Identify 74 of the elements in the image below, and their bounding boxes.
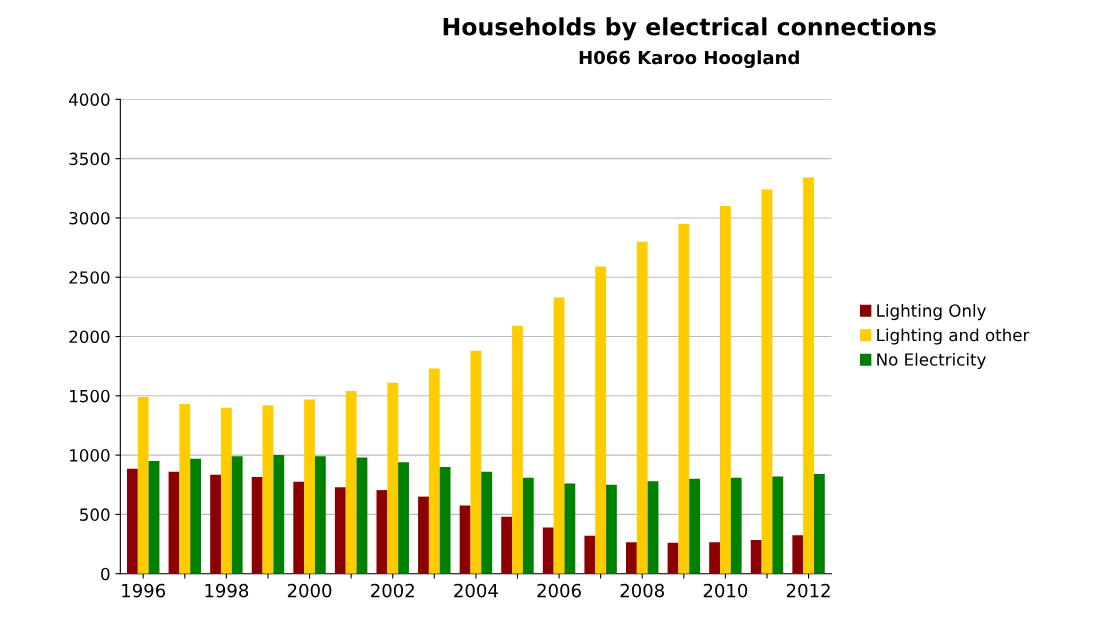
bar — [148, 461, 160, 574]
bar — [803, 177, 814, 574]
bar — [262, 405, 274, 574]
x-tick-label: 2002 — [371, 583, 414, 598]
legend-label: No Electricity — [877, 352, 986, 370]
x-tick-label: 2006 — [537, 583, 581, 598]
bar — [595, 266, 607, 574]
x-tick-label: 2000 — [287, 583, 332, 598]
bar — [606, 484, 617, 574]
bar — [273, 455, 285, 574]
chart-title: Households by electrical connections — [443, 17, 936, 41]
bar — [761, 189, 773, 574]
y-tick-label: 0 — [101, 567, 110, 581]
bar — [636, 241, 648, 574]
bar — [730, 477, 742, 574]
bar — [293, 481, 305, 574]
bar — [220, 407, 232, 574]
bar — [750, 539, 762, 574]
bar — [137, 397, 149, 574]
bar — [314, 456, 326, 574]
bar — [470, 350, 482, 574]
bar — [428, 368, 440, 574]
bar — [501, 516, 513, 574]
bar — [689, 478, 701, 574]
bar — [792, 535, 804, 574]
bar — [168, 471, 180, 574]
bar — [719, 206, 731, 574]
bar — [387, 382, 399, 574]
bar — [398, 462, 409, 574]
bar — [418, 496, 429, 574]
bar — [190, 458, 202, 574]
bar — [231, 456, 243, 574]
bar — [626, 542, 637, 574]
bar — [345, 391, 357, 574]
bar — [553, 297, 565, 574]
bar — [210, 474, 221, 574]
bar — [667, 542, 679, 574]
x-tick-label: 2010 — [703, 583, 748, 598]
bar — [304, 399, 315, 574]
bar — [459, 505, 471, 574]
x-tick-label: 2004 — [454, 583, 498, 598]
y-tick-label: 2500 — [69, 271, 110, 284]
y-tick-label: 4000 — [69, 93, 110, 106]
x-tick-label: 2008 — [620, 583, 664, 598]
y-tick-label: 1500 — [70, 389, 110, 403]
bar — [584, 535, 596, 574]
bar — [439, 466, 451, 574]
y-tick-label: 3500 — [69, 152, 110, 166]
bar — [709, 542, 720, 574]
bar — [334, 487, 346, 574]
bar — [564, 483, 576, 574]
legend-label: Lighting and other — [877, 328, 1030, 345]
y-tick-label: 2000 — [69, 330, 110, 344]
bar — [179, 404, 191, 574]
y-tick-label: 3000 — [69, 211, 110, 225]
bar — [126, 468, 138, 574]
y-tick-label: 1000 — [70, 449, 110, 462]
y-tick-label: 500 — [80, 508, 110, 521]
bar — [647, 481, 659, 574]
bar — [512, 325, 523, 574]
chart-subtitle: H066 Karoo Hoogland — [579, 50, 799, 68]
legend-label: Lighting Only — [877, 304, 987, 321]
bar — [481, 471, 493, 574]
bar — [542, 527, 554, 574]
bar — [813, 474, 825, 574]
bar — [522, 477, 534, 574]
bar — [356, 457, 368, 574]
bar — [376, 490, 388, 574]
x-tick-label: 2012 — [786, 583, 830, 598]
x-tick-label: 1998 — [205, 583, 249, 598]
bar — [678, 223, 690, 574]
bar — [251, 477, 263, 574]
bar — [772, 476, 784, 574]
x-tick-label: 1996 — [122, 583, 166, 598]
